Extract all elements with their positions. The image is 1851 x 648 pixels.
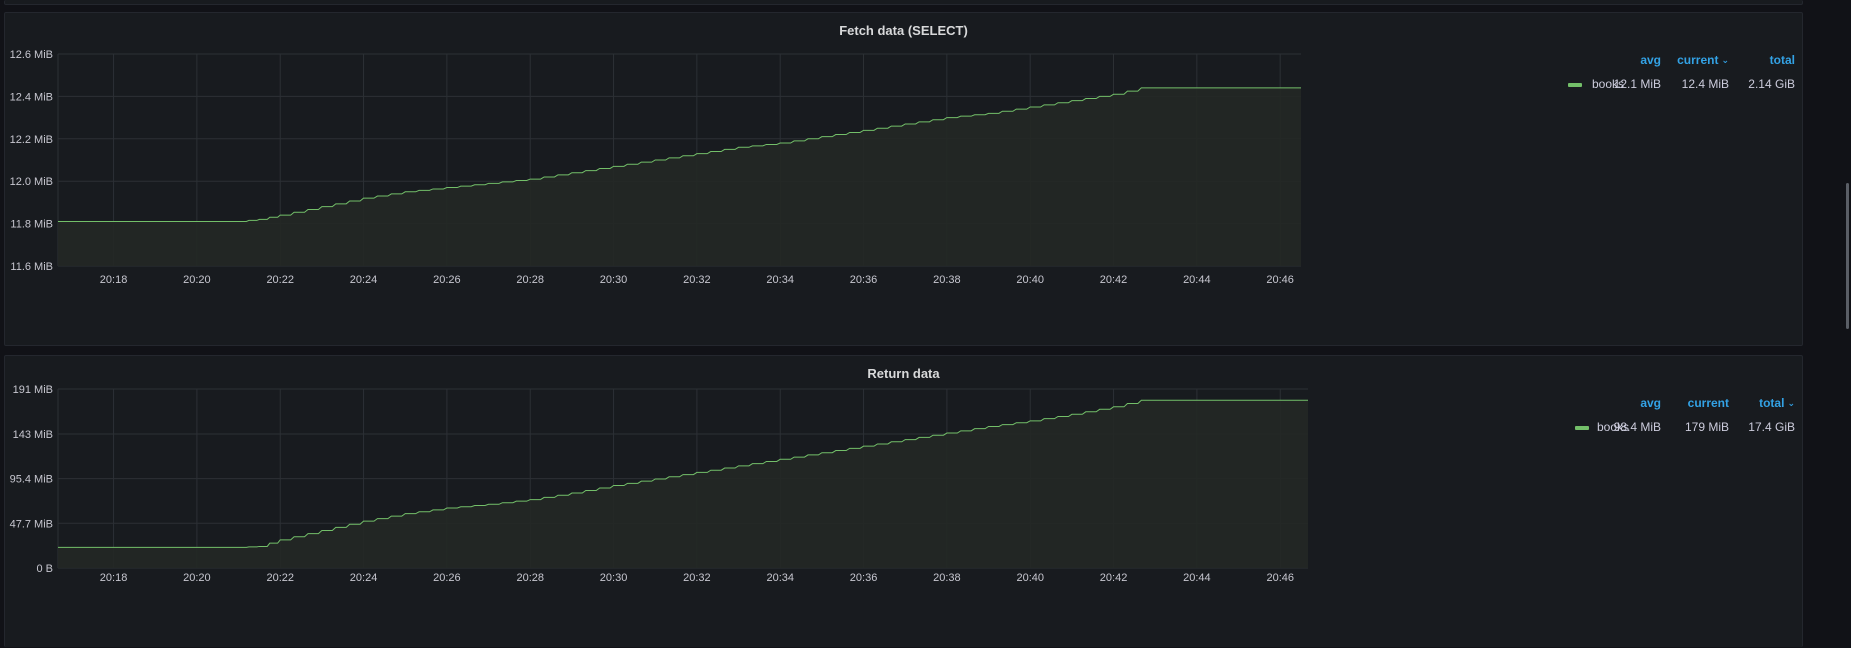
- series-area-fill: [58, 87, 1301, 266]
- legend-header-avg[interactable]: avg: [1640, 396, 1661, 410]
- x-tick-label: 20:28: [516, 572, 544, 584]
- y-tick-label: 143 MiB: [13, 429, 53, 441]
- chevron-down-icon: ⌄: [1787, 398, 1795, 408]
- x-tick-label: 20:34: [766, 274, 794, 286]
- series-line-books[interactable]: [58, 87, 1301, 222]
- legend: avg current ⌄ total books 12.1 MiB 12.4 M…: [1505, 53, 1805, 103]
- legend-header-total[interactable]: total: [1769, 53, 1795, 67]
- x-tick-label: 20:36: [850, 274, 878, 286]
- y-tick-label: 95.4 MiB: [10, 474, 53, 486]
- x-tick-label: 20:30: [600, 274, 628, 286]
- x-tick-label: 20:44: [1183, 274, 1211, 286]
- legend-value-current: 12.4 MiB: [1681, 77, 1729, 91]
- x-tick-label: 20:28: [516, 274, 544, 286]
- y-tick-label: 12.0 MiB: [10, 176, 53, 188]
- x-tick-label: 20:26: [433, 572, 461, 584]
- x-tick-label: 20:34: [766, 572, 794, 584]
- legend-row-books[interactable]: books 12.1 MiB 12.4 MiB 2.14 GiB: [1505, 77, 1805, 93]
- legend-series-name[interactable]: books: [1597, 420, 1630, 434]
- panel-fetch-data: Fetch data (SELECT) 11.6 MiB 11.8 MiB 12.0…: [4, 12, 1803, 346]
- legend-value-avg: 12.1 MiB: [1613, 77, 1661, 91]
- legend-value-current: 179 MiB: [1684, 420, 1729, 434]
- x-tick-label: 20:24: [350, 274, 378, 286]
- legend: avg current total ⌄ books 98.4 MiB 179 Mi…: [1505, 396, 1805, 446]
- legend-header-current[interactable]: current: [1687, 396, 1729, 410]
- legend-value-total: 17.4 GiB: [1748, 420, 1795, 434]
- y-tick-label: 11.6 MiB: [10, 261, 53, 273]
- x-tick-label: 20:20: [183, 274, 211, 286]
- x-tick-label: 20:24: [350, 572, 378, 584]
- series-color-swatch[interactable]: [1568, 83, 1582, 87]
- legend-value-total: 2.14 GiB: [1748, 77, 1795, 91]
- series-line-books[interactable]: [58, 399, 1308, 548]
- page-scrollbar[interactable]: [1846, 183, 1849, 329]
- series-color-swatch[interactable]: [1575, 426, 1589, 430]
- x-tick-label: 20:26: [433, 274, 461, 286]
- series-area-fill: [58, 400, 1308, 568]
- x-tick-label: 20:40: [1016, 274, 1044, 286]
- x-tick-label: 20:22: [266, 572, 294, 584]
- y-tick-label: 12.2 MiB: [10, 134, 53, 146]
- legend-header-current[interactable]: current ⌄: [1677, 53, 1729, 67]
- y-tick-label: 12.6 MiB: [10, 49, 53, 61]
- fetch-data-graph[interactable]: 11.6 MiB 11.8 MiB 12.0 MiB 12.2 MiB 12.4 MiB…: [5, 13, 1525, 313]
- x-tick-label: 20:40: [1016, 572, 1044, 584]
- x-tick-label: 20:36: [850, 572, 878, 584]
- panel-return-data: Return data 0 B 47.7 MiB 95.4 MiB 143 MiB 19…: [4, 355, 1803, 647]
- x-tick-label: 20:44: [1183, 572, 1211, 584]
- x-tick-label: 20:46: [1266, 274, 1294, 286]
- x-tick-label: 20:30: [600, 572, 628, 584]
- legend-value-avg: 98.4 MiB: [1613, 420, 1661, 434]
- y-tick-label: 47.7 MiB: [10, 518, 53, 530]
- panel-title[interactable]: Fetch data (SELECT): [839, 23, 968, 38]
- x-tick-label: 20:20: [183, 572, 211, 584]
- return-data-graph[interactable]: 0 B 47.7 MiB 95.4 MiB 143 MiB 191 MiB 20:18 20…: [5, 356, 1525, 648]
- y-tick-label: 0 B: [36, 563, 53, 575]
- x-tick-label: 20:46: [1266, 572, 1294, 584]
- x-tick-label: 20:18: [100, 572, 128, 584]
- x-tick-label: 20:38: [933, 274, 961, 286]
- y-tick-label: 191 MiB: [13, 384, 53, 396]
- x-tick-label: 20:42: [1100, 274, 1128, 286]
- x-tick-label: 20:42: [1100, 572, 1128, 584]
- legend-series-name[interactable]: books: [1592, 77, 1625, 91]
- legend-row-books[interactable]: books 98.4 MiB 179 MiB 17.4 GiB: [1505, 420, 1805, 436]
- y-tick-label: 12.4 MiB: [10, 91, 53, 103]
- x-tick-label: 20:32: [683, 572, 711, 584]
- legend-header-avg[interactable]: avg: [1640, 53, 1661, 67]
- y-tick-label: 11.8 MiB: [10, 219, 53, 231]
- x-tick-label: 20:18: [100, 274, 128, 286]
- panel-title[interactable]: Return data: [867, 366, 940, 381]
- previous-panel-edge: [4, 0, 1803, 5]
- x-tick-label: 20:32: [683, 274, 711, 286]
- chevron-down-icon: ⌄: [1721, 55, 1729, 65]
- legend-header-total[interactable]: total ⌄: [1759, 396, 1795, 410]
- x-tick-label: 20:22: [266, 274, 294, 286]
- x-tick-label: 20:38: [933, 572, 961, 584]
